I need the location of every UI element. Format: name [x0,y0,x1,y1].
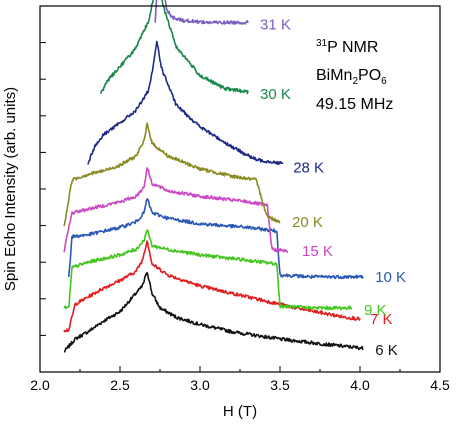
annotation-compound-part2: PO [358,67,381,84]
x-tick-label: 4.0 [350,377,370,393]
series-label-30k: 30 K [260,86,291,103]
y-axis-label: Spin Echo Intensity (arb. units) [2,87,19,291]
x-tick-label: 3.0 [190,377,210,393]
annotation-frequency: 49.15 MHz [316,96,393,113]
series-label-28k: 28 K [293,159,324,176]
series-label-20k: 20 K [292,214,323,231]
series-label-15k: 15 K [302,243,333,260]
annotation-nucleus: 31P NMR [316,38,378,56]
series-line-20k [63,122,281,227]
series-line-30k [100,0,249,95]
series-line-10k [68,198,364,280]
series-line-9k [63,229,353,311]
annotation-nucleus-text: P NMR [327,39,378,56]
series-line-31k [154,0,249,25]
annotation-compound-part1: BiMn [316,67,352,84]
series-label-6k: 6 K [375,342,398,359]
series-label-31k: 31 K [260,16,291,33]
x-tick-label: 2.5 [110,377,130,393]
annotation-compound: BiMn2PO6 [316,67,387,87]
x-tick-label: 4.5 [430,377,450,393]
series-line-15k [63,167,289,254]
series-layer [63,0,364,353]
series-line-6k [63,271,364,353]
x-tick-label: 2.0 [30,377,50,393]
series-line-28k [87,40,284,165]
annotation-isotope-superscript: 31 [316,38,328,49]
series-label-9k: 9 K [364,302,387,319]
series-label-7k: 7 K [370,311,393,328]
series-label-10k: 10 K [375,269,406,286]
annotation-compound-sub1: 2 [352,76,358,87]
x-tick-label: 3.5 [270,377,290,393]
ticks-layer: 2.0 2.5 3.0 3.5 4.0 4.5 [30,42,450,393]
series-line-7k [63,240,361,333]
series-labels: 6 K 7 K9 K 10 K 15 K 20 K 28 K 30 K 31 K [260,16,406,359]
annotation-compound-sub2: 6 [381,76,387,87]
x-axis-label: H (T) [223,403,257,420]
